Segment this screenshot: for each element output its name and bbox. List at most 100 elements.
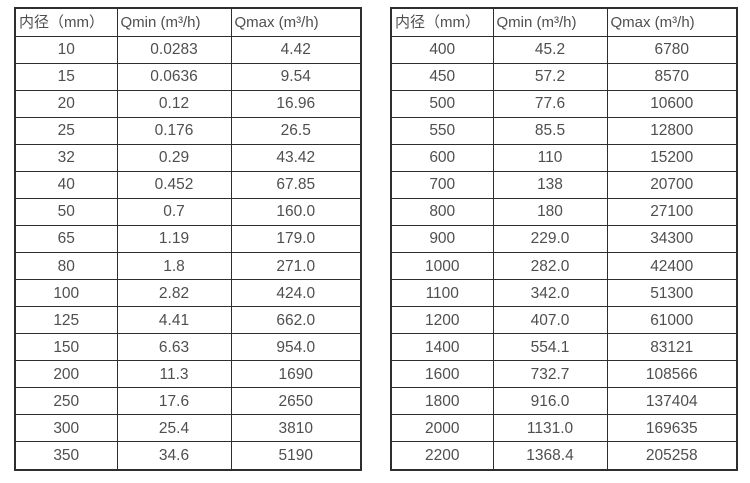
cell: 1131.0	[492, 414, 608, 443]
cell: 6780	[606, 35, 738, 65]
cell: 12800	[606, 117, 738, 146]
cell: 1600	[390, 360, 494, 389]
cell: 2.82	[116, 279, 232, 308]
table-row: 2200 1368.4 205258	[390, 441, 738, 471]
cell: 45.2	[492, 35, 608, 65]
cell: 407.0	[492, 306, 608, 335]
column-header: Qmax (m³/h)	[230, 7, 362, 37]
cell: 600	[390, 144, 494, 173]
cell: 0.452	[116, 171, 232, 200]
table-row: 600 110 15200	[390, 144, 738, 173]
cell: 0.176	[116, 117, 232, 146]
cell: 200	[14, 360, 118, 389]
cell: 83121	[606, 333, 738, 362]
cell: 10	[14, 35, 118, 65]
header-row: 内径（mm） Qmin (m³/h) Qmax (m³/h)	[390, 7, 738, 37]
cell: 662.0	[230, 306, 362, 335]
table-row: 1100 342.0 51300	[390, 279, 738, 308]
cell: 0.0636	[116, 63, 232, 92]
cell: 2200	[390, 441, 494, 471]
cell: 6.63	[116, 333, 232, 362]
cell: 3810	[230, 414, 362, 443]
cell: 4.41	[116, 306, 232, 335]
cell: 0.0283	[116, 35, 232, 65]
cell: 17.6	[116, 387, 232, 416]
flow-table-small-diameters: 内径（mm） Qmin (m³/h) Qmax (m³/h) 10 0.0283 4.42…	[14, 7, 362, 471]
cell: 2650	[230, 387, 362, 416]
cell: 25	[14, 117, 118, 146]
cell: 500	[390, 90, 494, 119]
cell: 137404	[606, 387, 738, 416]
table-row: 450 57.2 8570	[390, 63, 738, 92]
cell: 282.0	[492, 252, 608, 281]
header-row: 内径（mm） Qmin (m³/h) Qmax (m³/h)	[14, 7, 362, 37]
flow-table-large-diameters: 内径（mm） Qmin (m³/h) Qmax (m³/h) 400 45.2 6780 4…	[390, 7, 738, 471]
cell: 138	[492, 171, 608, 200]
cell: 169635	[606, 414, 738, 443]
cell: 160.0	[230, 198, 362, 227]
cell: 179.0	[230, 225, 362, 254]
column-header: Qmax (m³/h)	[606, 7, 738, 37]
table-row: 150 6.63 954.0	[14, 333, 362, 362]
cell: 85.5	[492, 117, 608, 146]
cell: 700	[390, 171, 494, 200]
cell: 900	[390, 225, 494, 254]
cell: 100	[14, 279, 118, 308]
cell: 9.54	[230, 63, 362, 92]
cell: 50	[14, 198, 118, 227]
cell: 205258	[606, 441, 738, 471]
cell: 424.0	[230, 279, 362, 308]
table-row: 1800 916.0 137404	[390, 387, 738, 416]
cell: 10600	[606, 90, 738, 119]
table-row: 50 0.7 160.0	[14, 198, 362, 227]
table-row: 80 1.8 271.0	[14, 252, 362, 281]
cell: 550	[390, 117, 494, 146]
cell: 8570	[606, 63, 738, 92]
table-row: 1200 407.0 61000	[390, 306, 738, 335]
cell: 350	[14, 441, 118, 471]
table-row: 800 180 27100	[390, 198, 738, 227]
cell: 1100	[390, 279, 494, 308]
cell: 229.0	[492, 225, 608, 254]
table-row: 550 85.5 12800	[390, 117, 738, 146]
cell: 1000	[390, 252, 494, 281]
column-header: Qmin (m³/h)	[116, 7, 232, 37]
cell: 77.6	[492, 90, 608, 119]
table-row: 400 45.2 6780	[390, 35, 738, 65]
cell: 1200	[390, 306, 494, 335]
cell: 11.3	[116, 360, 232, 389]
table-row: 300 25.4 3810	[14, 414, 362, 443]
table-row: 2000 1131.0 169635	[390, 414, 738, 443]
column-header: Qmin (m³/h)	[492, 7, 608, 37]
cell: 42400	[606, 252, 738, 281]
table-row: 700 138 20700	[390, 171, 738, 200]
cell: 27100	[606, 198, 738, 227]
cell: 15200	[606, 144, 738, 173]
table-row: 32 0.29 43.42	[14, 144, 362, 173]
cell: 1400	[390, 333, 494, 362]
column-header: 内径（mm）	[14, 7, 118, 37]
table-row: 20 0.12 16.96	[14, 90, 362, 119]
cell: 25.4	[116, 414, 232, 443]
table-row: 15 0.0636 9.54	[14, 63, 362, 92]
table-row: 40 0.452 67.85	[14, 171, 362, 200]
cell: 0.12	[116, 90, 232, 119]
table-row: 1600 732.7 108566	[390, 360, 738, 389]
cell: 180	[492, 198, 608, 227]
cell: 0.29	[116, 144, 232, 173]
cell: 800	[390, 198, 494, 227]
cell: 57.2	[492, 63, 608, 92]
cell: 26.5	[230, 117, 362, 146]
cell: 65	[14, 225, 118, 254]
cell: 5190	[230, 441, 362, 471]
cell: 110	[492, 144, 608, 173]
cell: 1.19	[116, 225, 232, 254]
cell: 51300	[606, 279, 738, 308]
cell: 954.0	[230, 333, 362, 362]
table-row: 1000 282.0 42400	[390, 252, 738, 281]
cell: 40	[14, 171, 118, 200]
cell: 342.0	[492, 279, 608, 308]
cell: 250	[14, 387, 118, 416]
cell: 1690	[230, 360, 362, 389]
